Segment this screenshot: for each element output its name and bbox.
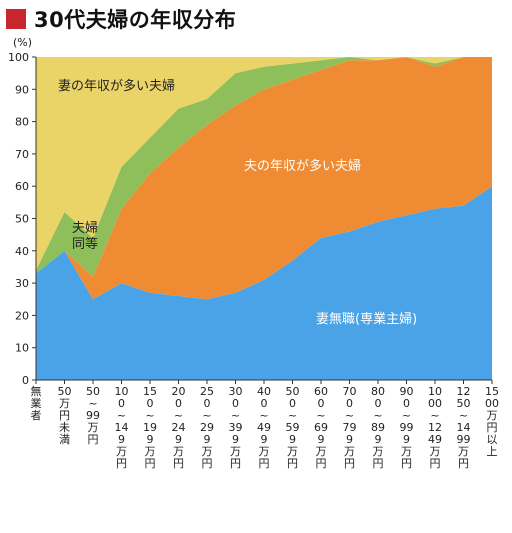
- area-wife-no-job: [36, 186, 492, 380]
- x-category-label: 500~599万円: [285, 385, 300, 470]
- title-marker-icon: [6, 9, 26, 29]
- x-category-label: 1500万円以上: [485, 385, 499, 458]
- x-category-label: 50万円未満: [57, 385, 72, 446]
- x-category-label: 200~249万円: [171, 385, 186, 470]
- x-category-label: 50~99万円: [86, 385, 100, 446]
- y-tick-label: 70: [15, 148, 29, 161]
- x-category-label: 400~499万円: [257, 385, 271, 470]
- x-category-label: 1250~1499万円: [456, 385, 471, 470]
- label-wife-no-job: 妻無職(専業主婦): [316, 311, 417, 327]
- title-text: 30代夫婦の年収分布: [34, 8, 237, 32]
- y-tick-label: 10: [15, 342, 29, 355]
- y-tick-label: 30: [15, 277, 29, 290]
- x-category-label: 1000~1249万円: [428, 385, 442, 470]
- y-tick-label: 80: [15, 116, 29, 129]
- x-category-label: 100~149万円: [114, 385, 129, 470]
- x-category-label: 250~299万円: [200, 385, 214, 470]
- area-layers: [36, 57, 492, 380]
- label-wife-higher: 妻の年収が多い夫婦: [58, 78, 175, 94]
- y-ticks: 0 10 20 30 40 50 60 70 80 90 100: [8, 51, 36, 387]
- y-axis-unit: (%): [13, 36, 33, 49]
- chart-title: 30代夫婦の年収分布: [6, 4, 236, 34]
- label-equal-line2: 同等: [72, 236, 98, 252]
- label-equal-line1: 夫婦: [72, 220, 98, 236]
- area-equal: [36, 57, 492, 277]
- y-tick-label: 20: [15, 309, 29, 322]
- y-tick-label: 100: [8, 51, 29, 64]
- x-category-label: 600~699万円: [314, 385, 328, 470]
- y-tick-label: 50: [15, 213, 29, 226]
- area-husband-higher: [36, 57, 492, 300]
- x-category-label: 900~999万円: [399, 385, 414, 470]
- y-tick-label: 0: [22, 374, 29, 387]
- x-category-label: 800~899万円: [371, 385, 385, 470]
- area-wife-higher: [36, 57, 492, 271]
- label-husband-higher: 夫の年収が多い夫婦: [244, 158, 361, 174]
- x-category-label: 300~399万円: [228, 385, 243, 470]
- y-tick-label: 40: [15, 245, 29, 258]
- x-category-label: 150~199万円: [143, 385, 157, 470]
- x-category-label: 無業者: [30, 385, 42, 422]
- x-category-label: 700~799万円: [342, 385, 357, 470]
- y-tick-label: 90: [15, 83, 29, 96]
- y-tick-label: 60: [15, 180, 29, 193]
